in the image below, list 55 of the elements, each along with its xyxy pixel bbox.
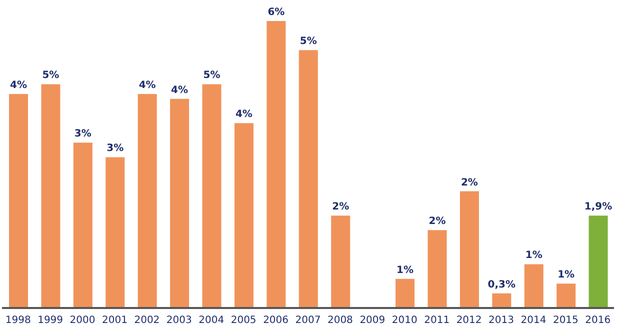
data-label: 1% [525, 250, 542, 262]
x-tick-label: 2004 [198, 315, 224, 326]
data-label: 4% [138, 80, 156, 91]
x-tick-label: 1998 [5, 315, 31, 326]
data-label: 6% [268, 7, 285, 18]
x-tick-label: 2011 [424, 315, 450, 326]
bar [492, 293, 512, 308]
data-label: 3% [74, 128, 92, 140]
bar [41, 84, 60, 308]
data-label: 5% [42, 70, 60, 82]
x-tick-label: 2008 [327, 315, 353, 326]
bar [588, 216, 608, 308]
bar [460, 191, 479, 308]
bar [9, 94, 28, 308]
bar [266, 21, 286, 308]
data-label: 3% [106, 143, 124, 154]
data-label: 4% [10, 80, 27, 91]
x-tick-label: 2015 [552, 315, 578, 326]
data-label: 4% [235, 109, 252, 120]
x-tick-label: 2002 [134, 315, 160, 326]
x-tick-label: 2010 [392, 315, 418, 326]
x-tick-label: 2005 [230, 315, 256, 326]
bar [138, 94, 157, 308]
bar [396, 278, 415, 308]
bar [428, 230, 447, 308]
data-label: 5% [300, 36, 317, 48]
bar [524, 264, 544, 308]
x-tick-label: 2013 [488, 315, 514, 326]
data-label: 0,3% [488, 279, 516, 290]
data-label: 1% [396, 264, 414, 276]
bar [202, 84, 222, 308]
bar [170, 98, 190, 308]
x-tick-label: 2007 [295, 315, 321, 326]
x-tick-label: 2014 [520, 315, 546, 326]
x-tick-label: 1999 [38, 315, 64, 326]
data-label: 5% [203, 70, 220, 82]
bar [556, 284, 576, 308]
x-tick-label: 2001 [102, 315, 128, 326]
data-label: 2% [460, 177, 478, 188]
x-tick-label: 2012 [456, 315, 482, 326]
x-tick-label: 2016 [585, 315, 611, 326]
data-label: 2% [428, 216, 446, 228]
x-tick-label: 2006 [263, 315, 289, 326]
bar [106, 157, 125, 308]
x-tick-label: 2009 [360, 315, 386, 326]
x-tick-label: 2000 [70, 315, 96, 326]
data-label: 2% [332, 202, 350, 213]
data-label: 1,9% [584, 202, 612, 213]
bar [331, 216, 350, 308]
bar [298, 50, 318, 308]
x-tick-label: 2003 [166, 315, 192, 326]
bar [234, 123, 254, 308]
bar [73, 142, 92, 308]
data-label: 4% [171, 84, 188, 96]
data-label: 1% [558, 270, 575, 281]
